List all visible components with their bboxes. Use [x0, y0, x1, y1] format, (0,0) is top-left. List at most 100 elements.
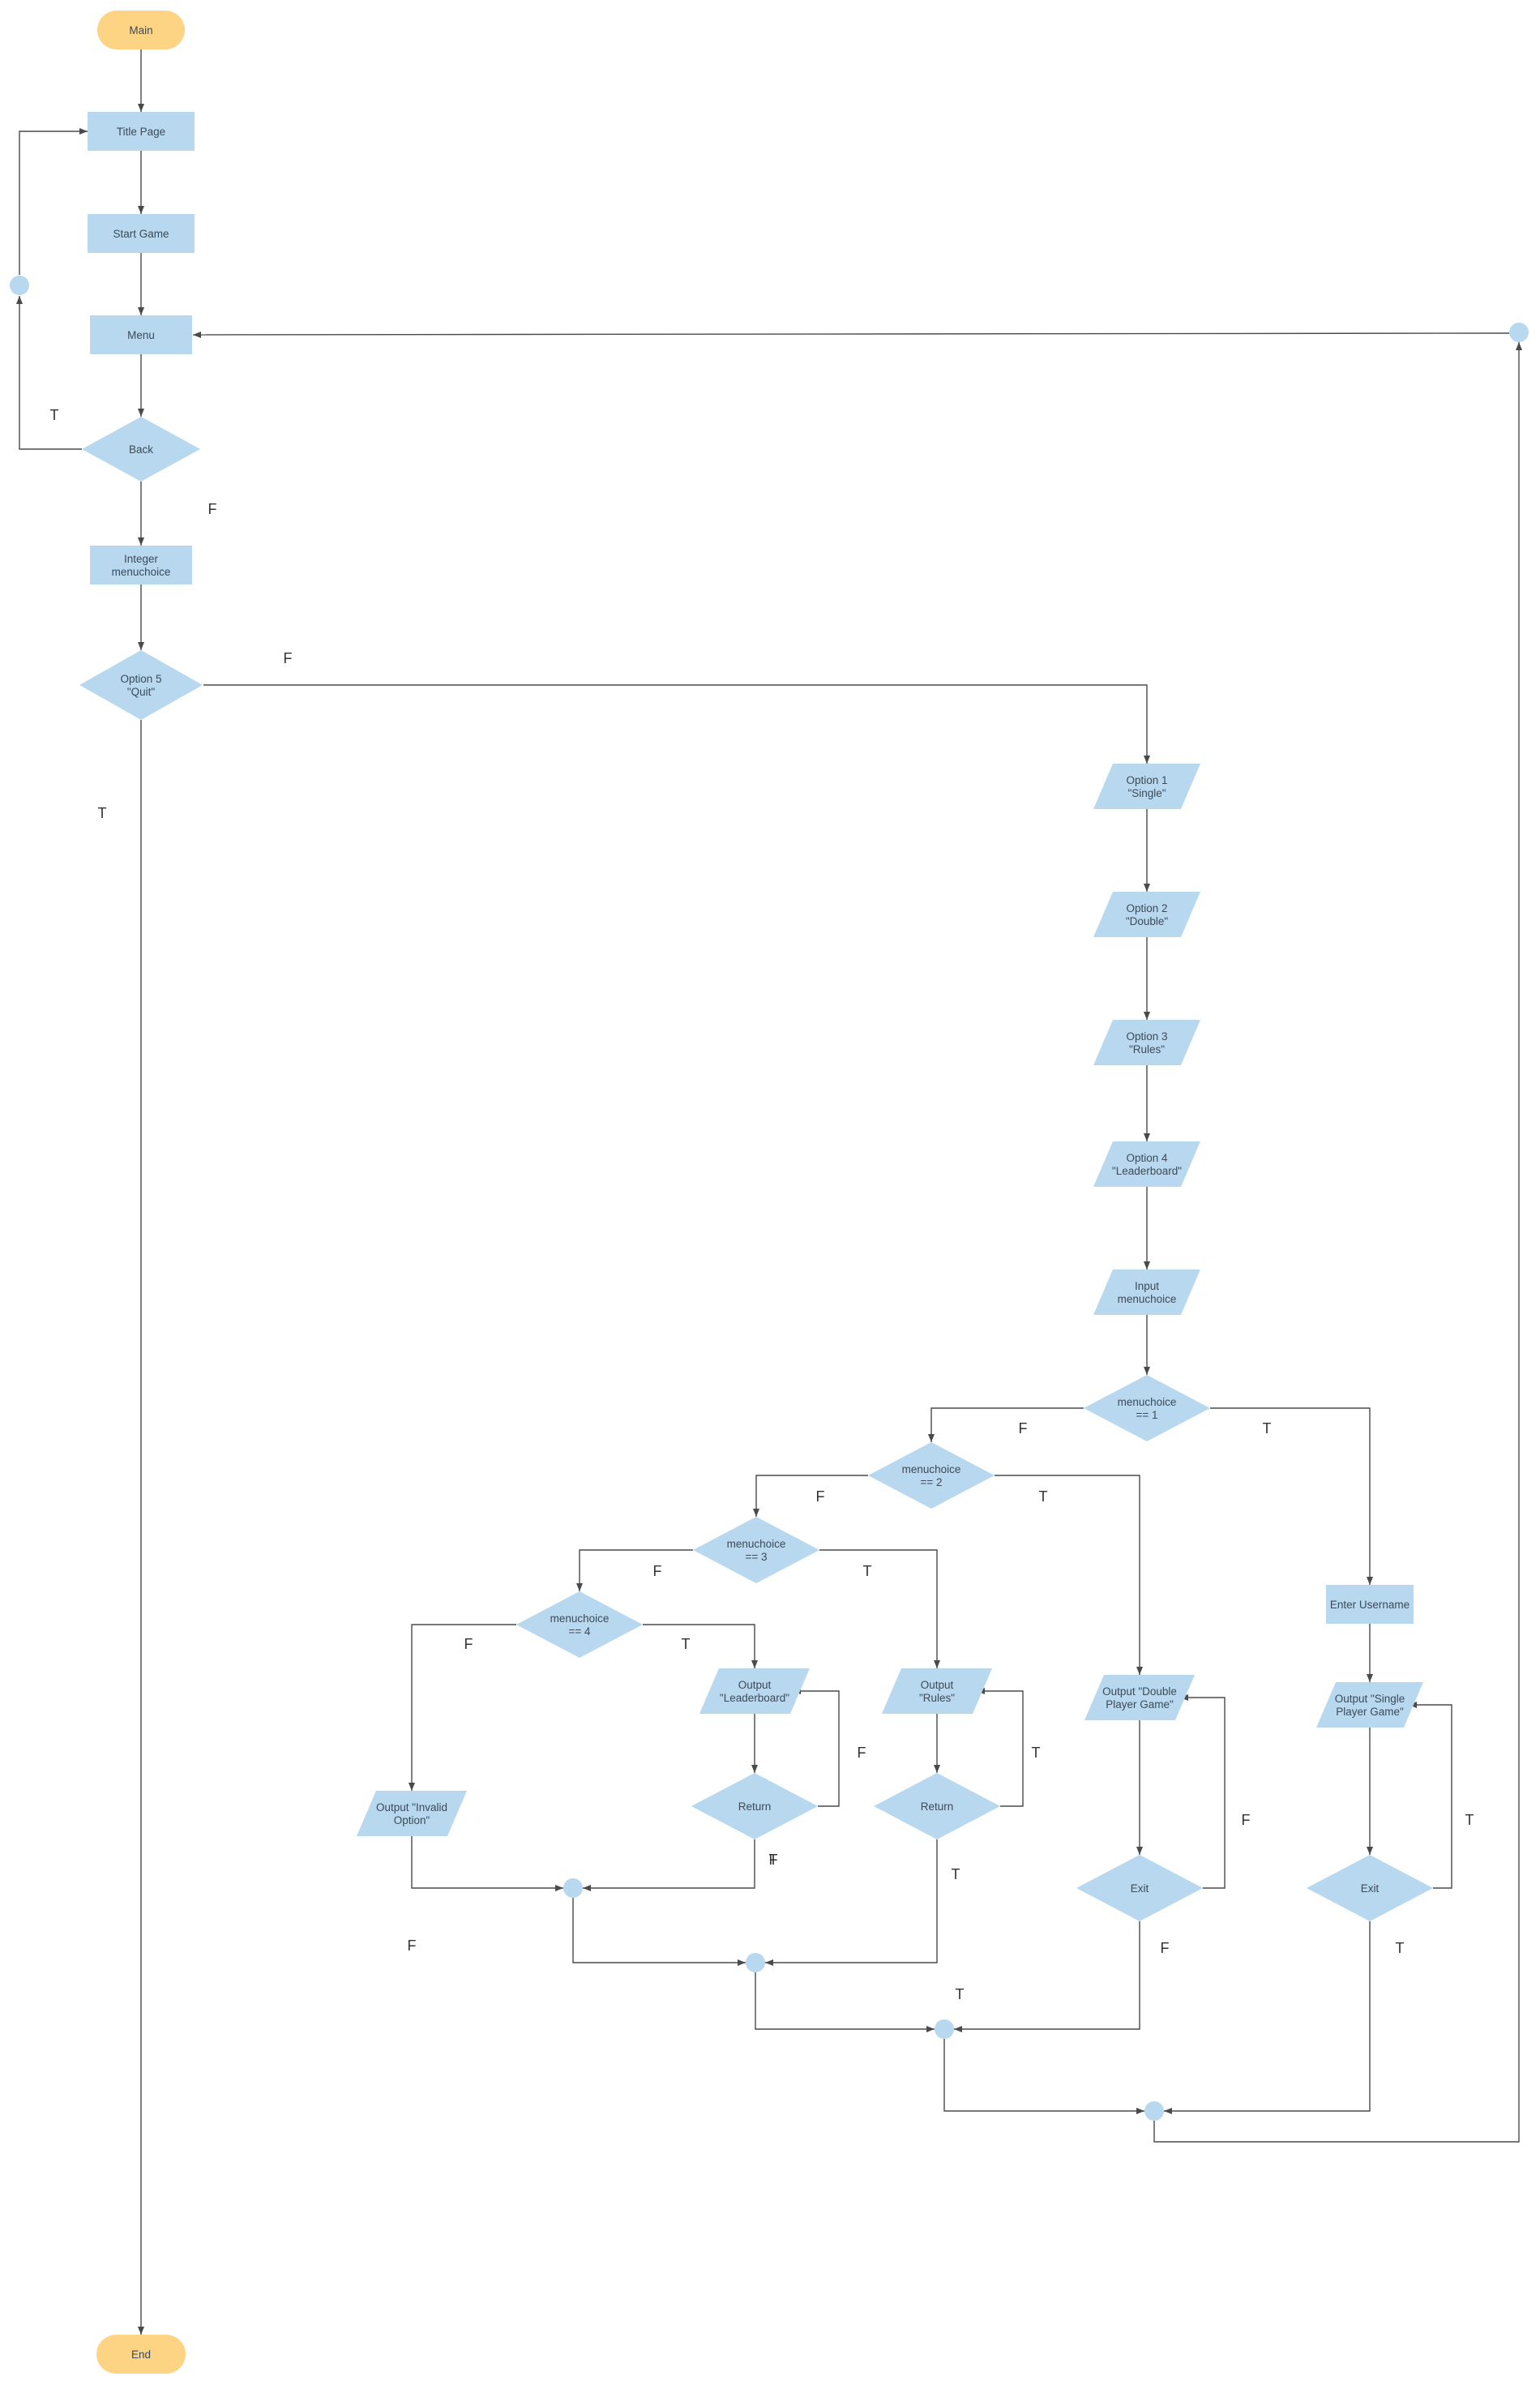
- node-label: menuchoice == 3: [727, 1538, 786, 1563]
- decision-shape: [1084, 1375, 1210, 1441]
- node-label: Main: [129, 24, 152, 36]
- node-label-line: Option 1: [1126, 774, 1167, 786]
- branch-true-label: T: [952, 1866, 960, 1882]
- node-label-line: == 3: [745, 1551, 767, 1563]
- node-label-line: Option 2: [1126, 902, 1167, 914]
- node-out-leader: Output "Leaderboard": [699, 1668, 810, 1714]
- branch-true-label: T: [1465, 1812, 1474, 1828]
- junction-4: [1144, 2101, 1164, 2121]
- node-label-line: "Single": [1127, 787, 1166, 799]
- node-label-line: Title Page: [117, 126, 165, 138]
- node-title-page: Title Page: [88, 112, 195, 151]
- node-label-line: Exit: [1361, 1882, 1380, 1895]
- connector-arrow: [819, 1549, 940, 1668]
- node-label: Enter Username: [1330, 1599, 1410, 1611]
- node-label: Return: [738, 1801, 772, 1813]
- node-label: Option 1 "Single": [1126, 774, 1167, 799]
- node-label: menuchoice == 1: [1118, 1396, 1177, 1421]
- node-label: Integer menuchoice: [112, 553, 171, 578]
- node-label: Option 3 "Rules": [1126, 1030, 1167, 1055]
- branch-true-label: T: [1032, 1745, 1041, 1761]
- node-label-line: menuchoice: [112, 566, 171, 578]
- branch-true-label: T: [956, 1986, 965, 2002]
- connector-arrow: [1409, 1702, 1452, 1889]
- process-shape: [88, 214, 195, 253]
- node-option4: Option 4 "Leaderboard": [1093, 1141, 1200, 1187]
- process-shape: [90, 546, 192, 584]
- terminal-shape: [97, 11, 185, 49]
- io-shape: [357, 1791, 467, 1836]
- connector-arrow: [954, 1921, 1140, 2032]
- node-exit-double: Exit: [1076, 1855, 1203, 1921]
- connector-arrow: [643, 1624, 758, 1668]
- node-label-line: menuchoice: [902, 1463, 961, 1475]
- connector-arrow: [576, 1549, 693, 1591]
- branch-false-label: F: [1019, 1420, 1028, 1437]
- node-menu: Menu: [90, 315, 192, 354]
- io-shape: [1093, 1141, 1200, 1187]
- node-label-line: == 4: [568, 1625, 591, 1638]
- connector-arrow: [755, 1972, 935, 2032]
- node-label: Option 2 "Double": [1126, 902, 1169, 927]
- process-shape: [1326, 1585, 1414, 1624]
- io-shape: [1093, 1270, 1200, 1315]
- io-shape: [1093, 1020, 1200, 1065]
- node-exit-single: Exit: [1307, 1855, 1433, 1921]
- branch-false-label: F: [408, 1938, 417, 1954]
- connector-arrow: [793, 1688, 840, 1807]
- node-out-rules: Output "Rules": [882, 1668, 992, 1714]
- node-label-line: Menu: [127, 329, 155, 341]
- connector-arrow: [409, 1624, 516, 1791]
- node-label-line: "Rules": [1129, 1043, 1165, 1055]
- node-label: menuchoice == 2: [902, 1463, 961, 1488]
- node-label: menuchoice == 4: [550, 1612, 610, 1638]
- node-mc4: menuchoice == 4: [516, 1591, 643, 1658]
- node-out-invalid: Output "Invalid Option": [357, 1791, 467, 1836]
- process-shape: [90, 315, 192, 354]
- node-label-line: "Leaderboard": [720, 1692, 789, 1704]
- io-shape: [882, 1668, 992, 1714]
- node-label-line: Back: [129, 443, 153, 456]
- branch-false-label: F: [1161, 1940, 1170, 1956]
- node-label-line: "Rules": [919, 1692, 955, 1704]
- node-label-line: Output: [738, 1679, 772, 1691]
- connector-arrow: [943, 2039, 1144, 2114]
- node-return-leader: Return: [691, 1773, 818, 1839]
- connector-arrow: [1164, 1921, 1371, 2114]
- io-shape: [1084, 1675, 1195, 1720]
- node-label-line: menuchoice: [1118, 1396, 1177, 1408]
- connector-arrow: [1153, 342, 1522, 2143]
- connector-arrow: [572, 1898, 746, 1966]
- node-label-line: Option 5: [120, 673, 161, 685]
- decision-shape: [82, 417, 200, 482]
- junction-1: [563, 1878, 583, 1898]
- node-label-line: Enter Username: [1330, 1599, 1410, 1611]
- branch-false-label: F: [816, 1488, 825, 1505]
- node-label: Output "Invalid Option": [376, 1801, 447, 1826]
- branch-false-label: F: [208, 501, 217, 517]
- process-shape: [88, 112, 195, 151]
- node-return-rules: Return: [874, 1773, 1000, 1839]
- junction-back-loop: [10, 276, 29, 295]
- node-label-line: Player Game": [1336, 1706, 1404, 1718]
- node-label-line: Option 4: [1126, 1152, 1168, 1164]
- connector-arrow: [995, 1475, 1143, 1675]
- node-label-line: menuchoice: [727, 1538, 786, 1550]
- junction-3: [935, 2019, 954, 2039]
- io-shape: [1316, 1682, 1423, 1728]
- node-label: Input menuchoice: [1118, 1280, 1177, 1305]
- node-enter-username: Enter Username: [1326, 1585, 1414, 1624]
- node-label-line: Input: [1135, 1280, 1159, 1292]
- node-label-line: Output: [921, 1679, 954, 1691]
- node-out-double: Output "Double Player Game": [1084, 1675, 1195, 1720]
- node-label-line: == 1: [1136, 1409, 1157, 1421]
- node-label-line: Main: [129, 24, 152, 36]
- connector-arrow: [765, 1839, 938, 1966]
- node-option5: Option 5 "Quit": [79, 650, 203, 720]
- branch-false-label: F: [284, 650, 293, 666]
- node-label: End: [131, 2349, 151, 2361]
- junction-menu-return: [1509, 323, 1529, 342]
- node-label-line: "Quit": [127, 686, 156, 698]
- io-shape: [1093, 892, 1200, 937]
